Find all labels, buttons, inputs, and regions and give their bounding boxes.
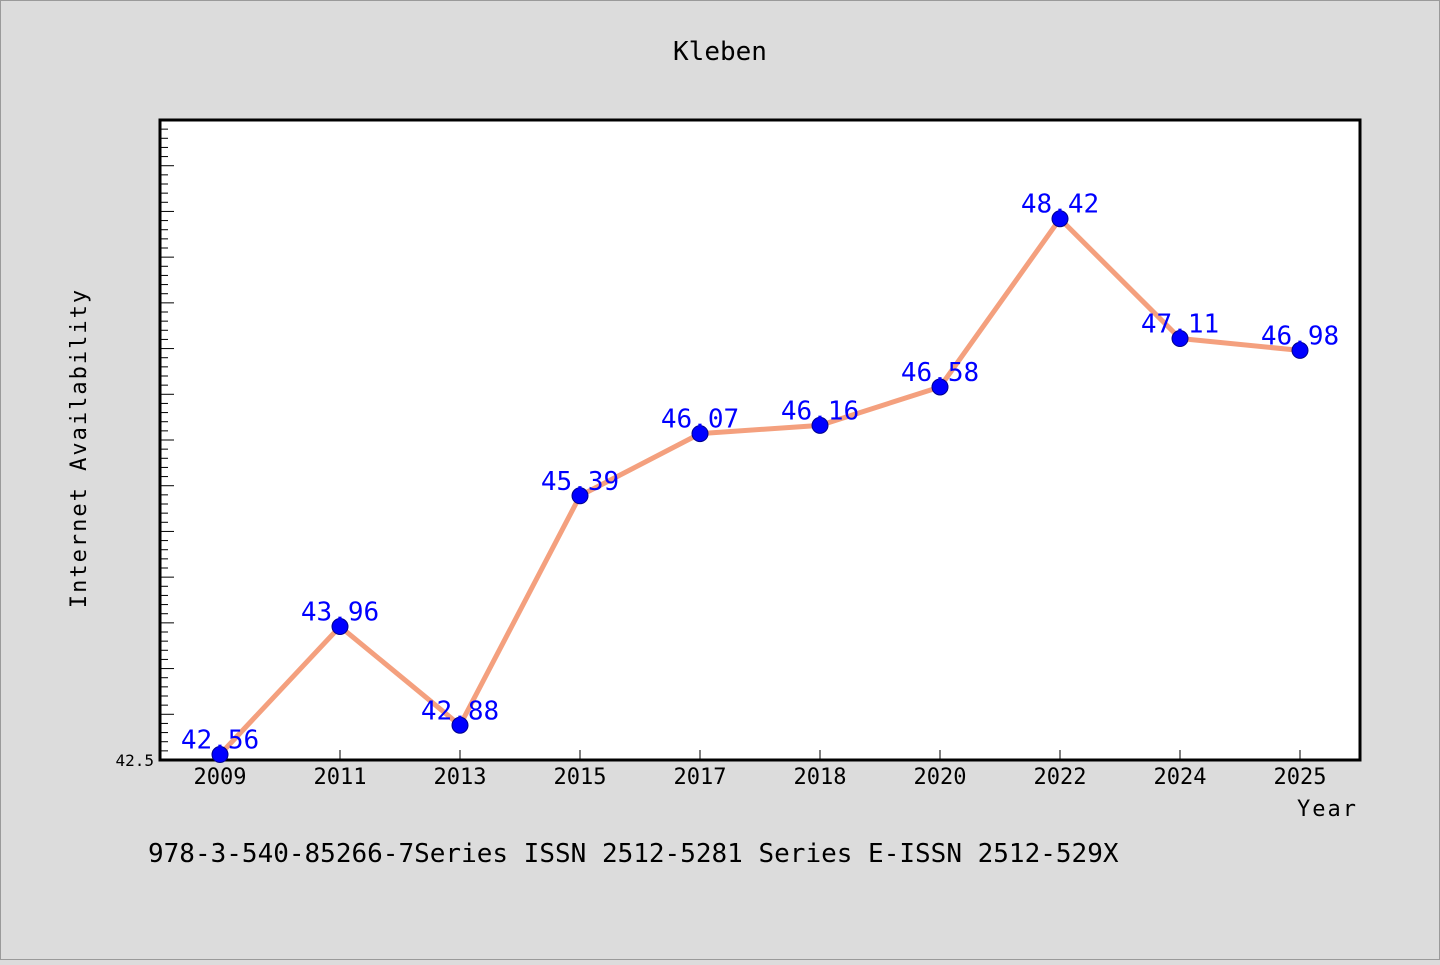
x-tick-label: 2011 [314, 765, 367, 790]
data-point-marker [331, 618, 349, 636]
data-point-marker [1171, 330, 1189, 348]
data-point-marker [451, 716, 469, 734]
data-label: 46.07 [661, 405, 739, 435]
data-point-marker [211, 746, 229, 764]
axis-ticks [160, 119, 1301, 761]
x-tick-label: 2024 [1154, 765, 1207, 790]
data-label: 46.58 [901, 358, 979, 388]
data-label: 46.16 [781, 396, 859, 426]
chart-title: Kleben [673, 37, 767, 67]
x-tick-label: 2018 [794, 765, 847, 790]
x-tick-label: 2022 [1034, 765, 1087, 790]
data-label: 46.98 [1261, 321, 1339, 351]
plot-area [158, 118, 1362, 762]
series-layer [217, 216, 1303, 758]
x-tick-label: 2015 [554, 765, 607, 790]
data-point-marker [811, 416, 829, 434]
x-tick-label: 2017 [674, 765, 727, 790]
y-axis-label: Internet Availability [67, 288, 92, 608]
x-axis-label: Year [1297, 797, 1358, 822]
data-point-marker [691, 425, 709, 443]
marker-layer [211, 210, 1309, 764]
data-point-marker [1051, 210, 1069, 228]
data-label: 42.56 [181, 726, 259, 756]
x-tick-label: 2020 [914, 765, 967, 790]
footer-isbn-text: 978-3-540-85266-7Series ISSN 2512-5281 S… [148, 839, 1119, 869]
y-tick-labels: 42.5 [115, 751, 154, 770]
data-label-layer: 42.56 43.96 42.88 45.39 46.07 46.16 46.58 48.42… [181, 190, 1339, 756]
x-tick-label: 2009 [194, 765, 247, 790]
data-point-marker [931, 378, 949, 396]
x-tick-labels: 2009 2011 2013 2015 2017 2018 2020 2022 2024 2025 [194, 765, 1327, 790]
y-tick-label: 42.5 [115, 751, 154, 770]
x-tick-label: 2025 [1274, 765, 1327, 790]
data-label: 45.39 [541, 467, 619, 497]
data-label: 47.11 [1141, 310, 1219, 340]
x-tick-label: 2013 [434, 765, 487, 790]
data-label: 48.42 [1021, 190, 1099, 220]
data-label: 42.88 [421, 696, 499, 726]
series-line [217, 216, 1303, 758]
data-point-marker [1291, 341, 1309, 359]
data-label: 43.96 [301, 598, 379, 628]
data-point-marker [571, 487, 589, 505]
